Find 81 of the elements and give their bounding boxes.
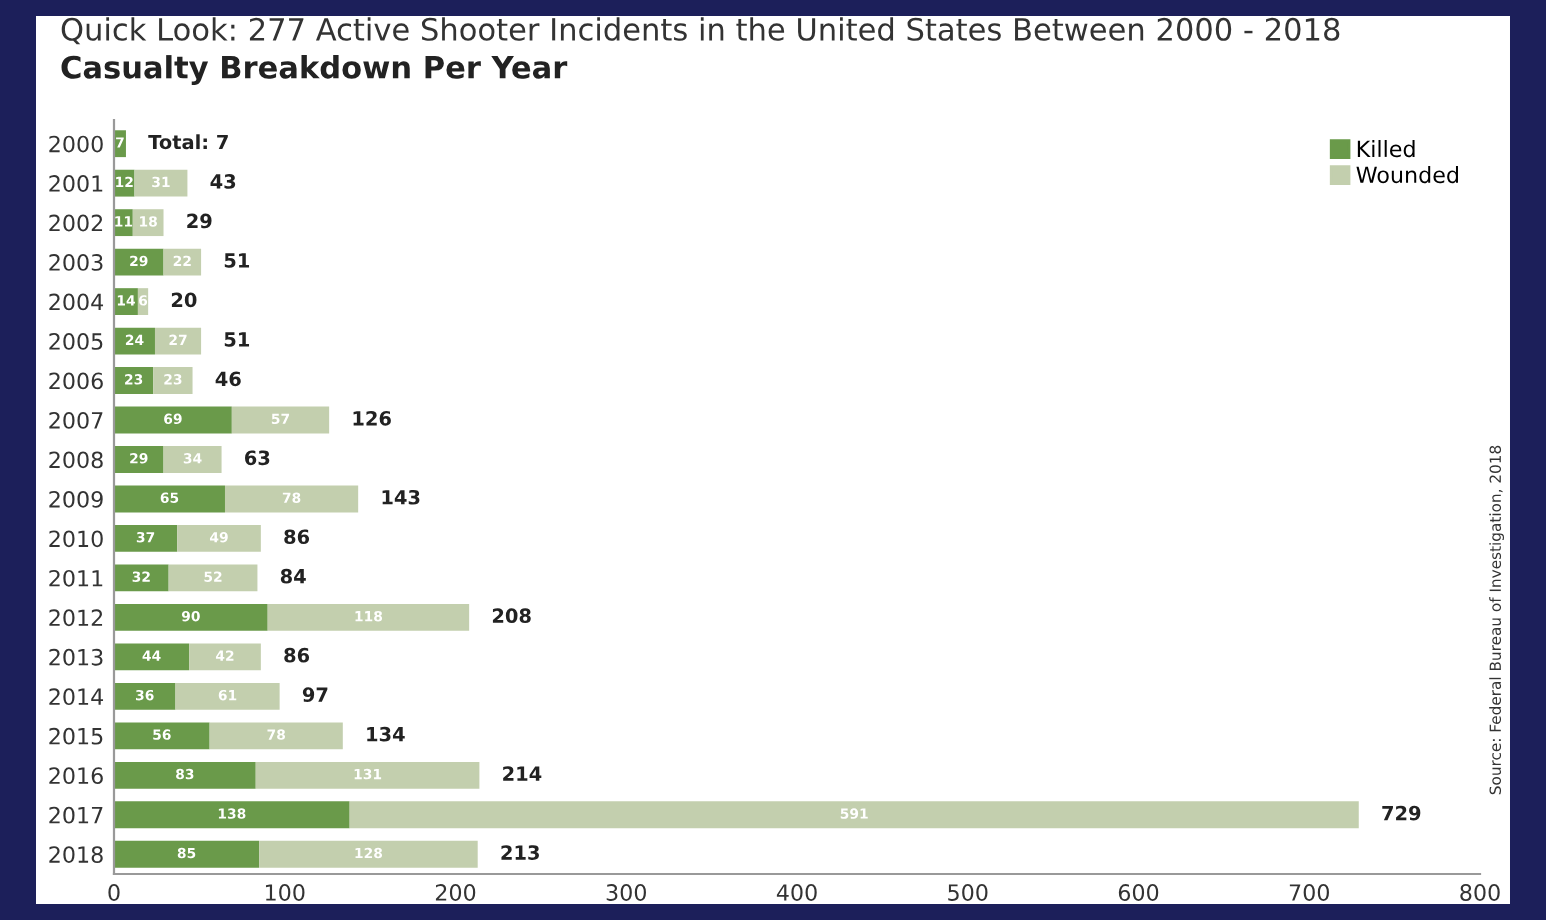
- bar: [349, 801, 1359, 829]
- total-label: 214: [503, 766, 542, 781]
- x-tick-label: 400: [776, 884, 817, 901]
- x-tick-label: 700: [1289, 884, 1329, 901]
- bar: [114, 406, 232, 434]
- y-tick-label: 2006: [49, 372, 103, 390]
- chart-subtitle: Casualty Breakdown Per Year: [61, 55, 568, 85]
- y-tick-label: 2001: [49, 175, 103, 192]
- y-tick-label: 2016: [49, 767, 103, 785]
- bar: [267, 603, 470, 631]
- total-label: 51: [224, 253, 250, 268]
- legend-label: Wounded: [1356, 165, 1458, 184]
- bar: [224, 485, 359, 513]
- bar: [114, 682, 176, 710]
- total-label: 208: [492, 608, 531, 624]
- bar: [114, 603, 268, 631]
- y-tick-label: 2010: [49, 530, 103, 548]
- total-label: 213: [501, 845, 539, 860]
- bar: [154, 327, 202, 355]
- x-tick-label: 300: [606, 884, 646, 901]
- total-label: 86: [284, 647, 310, 663]
- y-tick-label: 2018: [49, 846, 103, 864]
- bar: [114, 525, 178, 552]
- bar: [132, 209, 164, 237]
- bar: [114, 643, 190, 671]
- bar: [134, 169, 188, 197]
- bar: [163, 248, 202, 276]
- bar: [114, 761, 256, 789]
- y-tick-label: 2011: [49, 569, 103, 587]
- total-label: 143: [382, 489, 420, 505]
- bar: [114, 840, 260, 868]
- total-label: 51: [224, 332, 250, 347]
- total-label: Total: 7: [148, 134, 228, 150]
- bar: [189, 643, 261, 671]
- bar: [114, 722, 210, 750]
- total-label: 46: [215, 371, 241, 387]
- x-tick-label: 0: [108, 884, 120, 901]
- bar: [177, 525, 261, 552]
- y-tick-label: 2017: [49, 806, 103, 824]
- bar: [259, 840, 478, 868]
- y-tick-label: 2009: [49, 490, 103, 508]
- x-tick-label: 600: [1118, 884, 1159, 901]
- total-label: 63: [245, 450, 270, 466]
- y-tick-label: 2012: [49, 609, 103, 627]
- total-label: 29: [187, 213, 212, 229]
- x-tick-label: 500: [948, 884, 988, 901]
- bar: [114, 248, 164, 276]
- total-label: 134: [367, 726, 405, 742]
- y-tick-label: 2007: [49, 411, 103, 429]
- x-tick-label: 100: [265, 884, 305, 901]
- bar: [168, 564, 258, 592]
- total-label: 86: [284, 529, 310, 545]
- bar: [114, 485, 225, 513]
- total-label: 126: [353, 410, 391, 426]
- y-tick-label: 2000: [49, 135, 103, 153]
- bar: [114, 564, 169, 592]
- total-label: 43: [210, 174, 236, 189]
- bar: [114, 446, 164, 473]
- y-tick-label: 2013: [49, 648, 103, 666]
- total-label: 20: [171, 292, 197, 308]
- y-tick-label: 2003: [49, 254, 103, 271]
- y-tick-label: 2014: [49, 688, 104, 706]
- bar: [153, 367, 193, 394]
- y-tick-label: 2004: [49, 293, 104, 311]
- y-tick-label: 2005: [49, 333, 103, 350]
- y-tick-label: 2015: [49, 727, 103, 745]
- bar: [255, 761, 480, 789]
- legend-label: Killed: [1357, 140, 1415, 158]
- bar: [209, 722, 343, 750]
- chart-title: Quick Look: 277 Active Shooter Incidents in the United States Between 2000 - 2018: [61, 17, 1340, 45]
- bar: [231, 406, 330, 434]
- total-label: 729: [1382, 805, 1421, 821]
- bar: [114, 801, 350, 829]
- bar: [163, 446, 222, 473]
- total-label: 97: [302, 687, 328, 702]
- bar: [175, 682, 280, 710]
- x-tick-label: 200: [435, 884, 476, 901]
- total-label: 84: [280, 568, 306, 584]
- y-tick-label: 2002: [49, 214, 103, 232]
- x-tick-label: 800: [1460, 884, 1500, 901]
- y-tick-label: 2008: [49, 451, 103, 469]
